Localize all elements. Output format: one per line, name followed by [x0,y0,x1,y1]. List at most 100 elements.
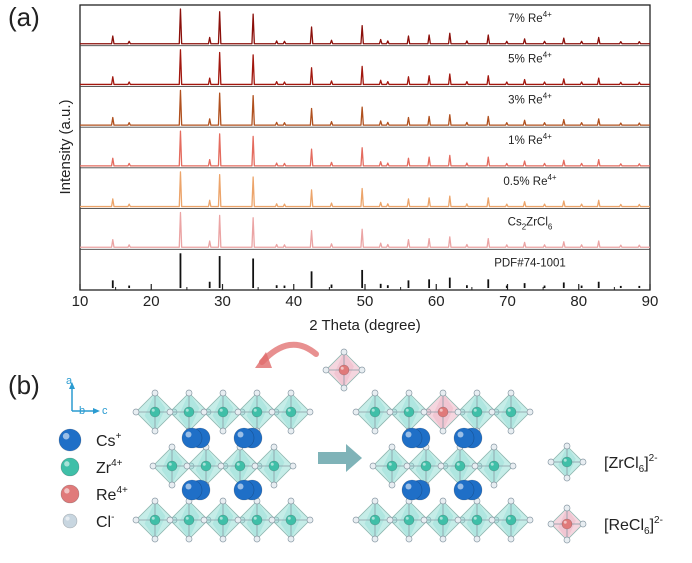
zr-atom [251,514,263,526]
cl-atom [149,462,157,470]
cl-atom [471,462,479,470]
cl-atom [371,497,379,505]
crystal-schematic: a b c Cs+ Zr4+ Re4+ Cl- [ZrCl6]2- [ReCl6]2- [58,341,663,544]
cs-atom [181,479,203,501]
cl-atom [151,427,159,435]
cl-atom [287,427,295,435]
cl-atom [507,497,515,505]
legend-atom-icon [60,484,80,504]
zr-atom [369,406,381,418]
legend-item-Cl-: Cl- [62,512,114,531]
cl-atom [563,442,571,450]
substitution-arrow [255,341,319,368]
cl-atom [352,516,360,524]
zr-atom [149,514,161,526]
cl-atom [168,443,176,451]
cs-atom [233,427,255,449]
re-atom [338,364,350,376]
x-tick-label: 10 [72,293,89,310]
series-layer: 7% Re4+ 5% Re4+ 3% Re4+ 1% Re4+ 0.5% Re4+ Cs2… [80,8,650,288]
cl-atom [166,516,174,524]
cl-atom [403,462,411,470]
cl-atom [151,497,159,505]
series-2: 3% Re4+ [80,89,650,128]
zr-atom [471,514,483,526]
zr-atom [403,406,415,418]
cl-atom [306,408,314,416]
cl-atom [488,516,496,524]
legend-label: Cl- [96,512,114,531]
cl-atom [507,389,515,397]
x-tick-label: 80 [570,293,587,310]
cl-atom [526,408,534,416]
cl-atom [437,462,445,470]
cl-atom [352,408,360,416]
cl-atom [388,443,396,451]
cl-atom [405,535,413,543]
x-tick-label: 50 [357,293,374,310]
cl-atom [132,408,140,416]
cl-atom [509,462,517,470]
cl-atom [200,516,208,524]
cs-atom [401,427,423,449]
cs-atom [181,427,203,449]
zr-atom [505,406,517,418]
transform-arrow [318,444,362,472]
zr-atom [200,460,212,472]
zr-atom [268,460,280,472]
legend-item-Zr4+: Zr4+ [60,457,123,477]
cl-atom [454,516,462,524]
axis-c-label: c [102,405,108,417]
cl-atom [340,348,348,356]
axes-indicator: a b c [66,375,108,417]
cl-atom [439,497,447,505]
zr-atom [505,514,517,526]
center-atom-icon [561,456,573,468]
cl-atom [322,366,330,374]
legend-atom-icon [60,457,80,477]
octahedron-legend-label: [ReCl6]2- [604,515,663,537]
crystal-structure [352,389,534,543]
cl-atom [420,516,428,524]
x-tick-label: 90 [642,293,659,310]
cl-atom [253,389,261,397]
series-label: 7% Re4+ [508,10,552,25]
cl-atom [168,481,176,489]
cl-atom [287,389,295,397]
xrd-pattern-line [80,211,650,248]
cl-atom [234,516,242,524]
zr-atom [454,460,466,472]
cl-atom [507,427,515,435]
x-tick-label: 60 [428,293,445,310]
xrd-pattern-line [80,8,650,45]
cl-atom [340,384,348,392]
legend-label: Re4+ [96,485,128,504]
cs-atom [453,427,475,449]
cl-atom [200,408,208,416]
cl-atom [270,481,278,489]
axis-a-label: a [66,375,73,387]
zr-atom [386,460,398,472]
cl-atom [547,458,555,466]
cl-atom [454,408,462,416]
center-atom-icon [561,518,573,530]
cl-atom [439,427,447,435]
series-label: PDF#74-1001 [494,257,566,269]
octahedron-legend-0: [ZrCl6]2- [547,442,658,482]
zr-atom [403,514,415,526]
xrd-pattern-line [80,171,650,208]
legend-label: Zr4+ [96,458,123,477]
series-label: Cs2ZrCl6 [508,217,553,232]
cl-atom [219,389,227,397]
cl-atom [371,535,379,543]
xrd-pattern-line [80,49,650,86]
legend-item-Cs+: Cs+ [58,428,122,452]
x-axis-label: 2 Theta (degree) [309,317,420,334]
cl-atom [439,535,447,543]
cl-atom [473,389,481,397]
panel-b-label: (b) [8,370,40,400]
x-ticks: 10 20 30 40 50 60 70 80 90 [72,284,659,310]
axis-b-label: b [79,405,85,417]
legend-item-Re4+: Re4+ [60,484,128,504]
